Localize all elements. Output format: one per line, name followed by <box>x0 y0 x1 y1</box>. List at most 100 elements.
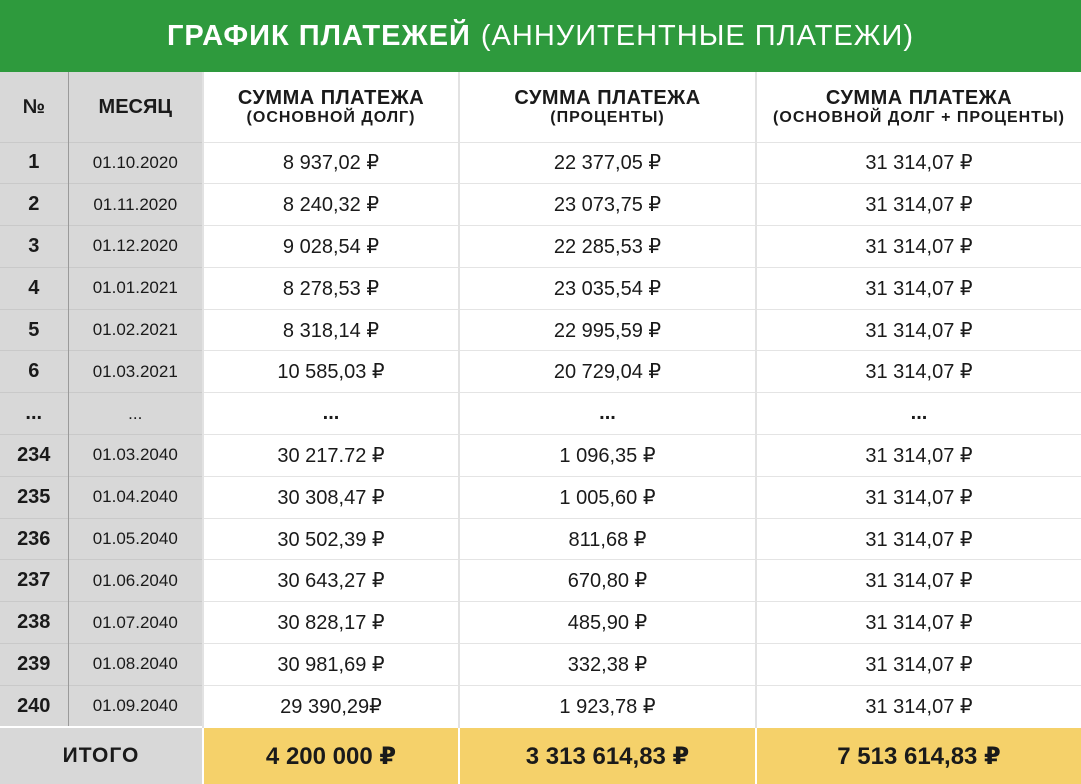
row-principal: 8 278,53 ₽ <box>202 266 459 310</box>
row-number: 235 <box>0 475 68 519</box>
row-date: 01.05.2040 <box>67 517 203 560</box>
row-date: ... <box>67 392 203 435</box>
row-number: 5 <box>0 308 68 351</box>
row-interest: 811,68 ₽ <box>458 517 756 560</box>
totals-interest: 3 313 614,83 ₽ <box>458 726 756 784</box>
totals-label: ИТОГО <box>0 726 203 784</box>
row-total: 31 314,07 ₽ <box>755 350 1081 393</box>
header-principal: СУММА ПЛАТЕЖА (ОСНОВНОЙ ДОЛГ) <box>202 72 459 142</box>
totals-total: 7 513 614,83 ₽ <box>755 726 1081 784</box>
table-row: 237 01.06.2040 30 643,27 ₽670,80 ₽31 314,0… <box>0 559 1081 602</box>
row-total: 31 314,07 ₽ <box>755 475 1081 519</box>
table-row: 4 01.01.2021 8 278,53 ₽23 035,54 ₽31 314,0… <box>0 266 1081 310</box>
row-principal: 10 585,03 ₽ <box>202 350 459 393</box>
row-principal: ... <box>202 392 459 435</box>
header-month: МЕСЯЦ <box>67 72 203 142</box>
row-interest: 22 285,53 ₽ <box>458 225 756 268</box>
row-interest: 1 096,35 ₽ <box>458 434 756 477</box>
totals-principal: 4 200 000 ₽ <box>202 726 459 784</box>
row-interest: ... <box>458 392 756 435</box>
table-row: 238 01.07.2040 30 828,17 ₽485,90 ₽31 314,0… <box>0 601 1081 644</box>
row-total: 31 314,07 ₽ <box>755 141 1081 184</box>
row-number: 237 <box>0 559 68 602</box>
row-principal: 30 981,69 ₽ <box>202 643 459 686</box>
table-row: 1 01.10.2020 8 937,02 ₽22 377,05 ₽31 314,0… <box>0 141 1081 184</box>
row-date: 01.04.2040 <box>67 475 203 519</box>
row-total: 31 314,07 ₽ <box>755 643 1081 686</box>
row-total: 31 314,07 ₽ <box>755 517 1081 560</box>
row-principal: 8 318,14 ₽ <box>202 308 459 351</box>
row-date: 01.08.2040 <box>67 643 203 686</box>
row-date: 01.06.2040 <box>67 559 203 602</box>
table-row: 2 01.11.2020 8 240,32 ₽23 073,75 ₽31 314,0… <box>0 183 1081 226</box>
row-principal: 30 217.72 ₽ <box>202 434 459 477</box>
row-principal: 30 502,39 ₽ <box>202 517 459 560</box>
row-number: 234 <box>0 434 68 477</box>
row-total: 31 314,07 ₽ <box>755 225 1081 268</box>
table-row: 3 01.12.2020 9 028,54 ₽22 285,53 ₽31 314,0… <box>0 225 1081 268</box>
row-total: 31 314,07 ₽ <box>755 183 1081 226</box>
row-date: 01.11.2020 <box>67 183 203 226</box>
row-number: ... <box>0 392 68 435</box>
row-interest: 670,80 ₽ <box>458 559 756 602</box>
row-interest: 1 005,60 ₽ <box>458 475 756 519</box>
row-date: 01.07.2040 <box>67 601 203 644</box>
header-interest-sub: (ПРОЦЕНТЫ) <box>550 108 665 126</box>
totals-row: ИТОГО 4 200 000 ₽ 3 313 614,83 ₽ 7 513 6… <box>0 726 1081 784</box>
row-interest: 23 073,75 ₽ <box>458 183 756 226</box>
header-interest-title: СУММА ПЛАТЕЖА <box>514 86 701 109</box>
row-interest: 485,90 ₽ <box>458 601 756 644</box>
table-row: 236 01.05.2040 30 502,39 ₽811,68 ₽31 314,0… <box>0 517 1081 560</box>
row-date: 01.09.2040 <box>67 684 203 728</box>
row-date: 01.03.2040 <box>67 434 203 477</box>
header-interest: СУММА ПЛАТЕЖА (ПРОЦЕНТЫ) <box>458 72 756 142</box>
table-row: 5 01.02.2021 8 318,14 ₽22 995,59 ₽31 314,0… <box>0 308 1081 351</box>
row-total: ... <box>755 392 1081 435</box>
row-interest: 23 035,54 ₽ <box>458 266 756 310</box>
header-principal-title: СУММА ПЛАТЕЖА <box>237 86 425 109</box>
row-total: 31 314,07 ₽ <box>755 559 1081 602</box>
header-num: № <box>0 72 68 142</box>
table-row: 239 01.08.2040 30 981,69 ₽332,38 ₽31 314,0… <box>0 643 1081 686</box>
row-interest: 20 729,04 ₽ <box>458 350 756 393</box>
row-interest: 22 995,59 ₽ <box>458 308 756 351</box>
row-date: 01.12.2020 <box>67 225 203 268</box>
row-principal: 30 308,47 ₽ <box>202 475 459 519</box>
table-row: 6 01.03.2021 10 585,03 ₽20 729,04 ₽31 314,… <box>0 350 1081 393</box>
row-number: 2 <box>0 183 68 226</box>
row-interest: 332,38 ₽ <box>458 643 756 686</box>
row-principal: 9 028,54 ₽ <box>202 225 459 268</box>
table-title-main: ГРАФИК ПЛАТЕЖЕЙ <box>166 19 471 52</box>
header-row: № МЕСЯЦ СУММА ПЛАТЕЖА (ОСНОВНОЙ ДОЛГ) СУ… <box>0 72 1081 142</box>
row-interest: 1 923,78 ₽ <box>458 684 756 728</box>
row-date: 01.01.2021 <box>67 266 203 310</box>
row-total: 31 314,07 ₽ <box>755 266 1081 310</box>
table-title: ГРАФИК ПЛАТЕЖЕЙ (АННУИТЕНТНЫЕ ПЛАТЕЖИ) <box>0 0 1081 72</box>
header-total-sub: (ОСНОВНОЙ ДОЛГ + ПРОЦЕНТЫ) <box>773 108 1065 126</box>
row-principal: 30 643,27 ₽ <box>202 559 459 602</box>
row-principal: 29 390,29₽ <box>202 684 459 728</box>
row-total: 31 314,07 ₽ <box>755 434 1081 477</box>
row-total: 31 314,07 ₽ <box>755 601 1081 644</box>
header-total: СУММА ПЛАТЕЖА (ОСНОВНОЙ ДОЛГ + ПРОЦЕНТЫ) <box>755 72 1081 142</box>
row-date: 01.10.2020 <box>67 141 203 184</box>
row-total: 31 314,07 ₽ <box>755 308 1081 351</box>
row-number: 236 <box>0 517 68 560</box>
table-row: 234 01.03.2040 30 217.72 ₽1 096,35 ₽31 314… <box>0 434 1081 477</box>
header-total-title: СУММА ПЛАТЕЖА <box>825 86 1013 109</box>
row-number: 3 <box>0 225 68 268</box>
table-row: ............... <box>0 392 1081 435</box>
row-date: 01.03.2021 <box>67 350 203 393</box>
row-principal: 30 828,17 ₽ <box>202 601 459 644</box>
row-total: 31 314,07 ₽ <box>755 684 1081 728</box>
table-row: 235 01.04.2040 30 308,47 ₽1 005,60 ₽31 314… <box>0 475 1081 519</box>
row-number: 6 <box>0 350 68 393</box>
row-interest: 22 377,05 ₽ <box>458 141 756 184</box>
table-title-sub: (АННУИТЕНТНЫЕ ПЛАТЕЖИ) <box>480 19 915 52</box>
row-number: 239 <box>0 643 68 686</box>
row-number: 238 <box>0 601 68 644</box>
header-principal-sub: (ОСНОВНОЙ ДОЛГ) <box>246 108 416 126</box>
payment-schedule-table: № МЕСЯЦ СУММА ПЛАТЕЖА (ОСНОВНОЙ ДОЛГ) СУ… <box>0 72 1081 784</box>
row-date: 01.02.2021 <box>67 308 203 351</box>
table-row: 240 01.09.2040 29 390,29₽ 1 923,78 ₽31 314,… <box>0 684 1081 728</box>
